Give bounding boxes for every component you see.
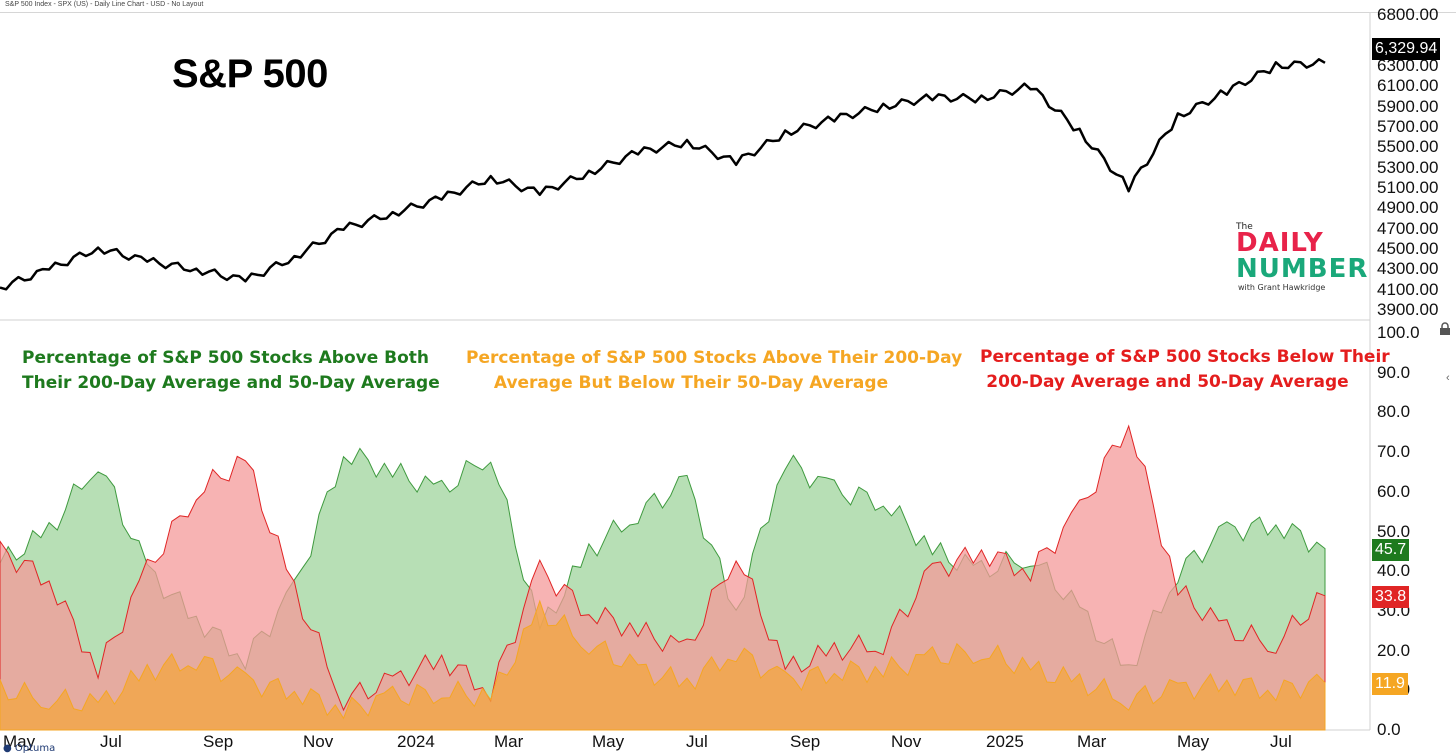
y-tick-label: 6800.00 [1377, 5, 1439, 24]
y-tick-label: 100.0 [1377, 323, 1420, 342]
below-both-badge: 33.8 [1372, 586, 1410, 608]
y-tick-label: 4300.00 [1377, 259, 1439, 279]
logo-number: NUMBER [1236, 254, 1369, 284]
between-badge: 11.9 [1372, 673, 1408, 695]
sp500-line-chart [0, 58, 1326, 291]
x-tick-label: Nov [303, 732, 334, 751]
y-tick-label: 60.0 [1377, 481, 1411, 501]
y-tick-label: 4100.00 [1377, 279, 1439, 299]
y-tick-label: 5700.00 [1377, 116, 1439, 136]
annotation-line: Their 200-Day Average and 50-Day Average [22, 373, 440, 393]
x-tick-label: 2025 [986, 732, 1024, 751]
logo-the: The [1236, 222, 1253, 232]
y-tick-label: 6100.00 [1377, 76, 1439, 96]
y-tick-label: 20.0 [1377, 640, 1411, 660]
x-tick-label: Jul [100, 732, 122, 751]
y-tick-label: 3900.00 [1377, 300, 1439, 319]
y-tick-label: 0.0 [1377, 720, 1401, 739]
x-tick-label: Nov [891, 732, 922, 751]
annotation-line: 200-Day Average and 50-Day Average [986, 372, 1349, 392]
chevron-left-icon[interactable]: ‹ [1446, 372, 1450, 384]
x-tick-label: May [1177, 732, 1210, 751]
x-tick-label: Jul [1270, 732, 1292, 751]
chart-header-strip: S&P 500 Index - SPX (US) - Daily Line Ch… [0, 0, 1456, 13]
above-both-badge: 45.7 [1372, 539, 1410, 561]
area-between [0, 599, 1326, 731]
annotation-line: Percentage of S&P 500 Stocks Below Their [980, 347, 1390, 367]
y-tick-label: 4500.00 [1377, 238, 1439, 258]
annotation-between: Percentage of S&P 500 Stocks Above Their… [466, 346, 963, 396]
annotation-above-both: Percentage of S&P 500 Stocks Above Both … [22, 346, 440, 396]
sp500-series-line [0, 58, 1326, 291]
x-tick-label: Sep [790, 732, 821, 751]
y-tick-label: 70.0 [1377, 442, 1411, 462]
y-tick-label: 90.0 [1377, 362, 1411, 382]
annotation-line: Percentage of S&P 500 Stocks Above Both [22, 348, 430, 368]
y-tick-label: 6300.00 [1377, 55, 1439, 75]
chart-caption: S&P 500 Index - SPX (US) - Daily Line Ch… [5, 1, 204, 8]
annotation-below-both: Percentage of S&P 500 Stocks Below Their… [980, 345, 1390, 395]
x-tick-label: May [592, 732, 625, 751]
logo-daily: DAILY [1236, 228, 1324, 258]
y-tick-label: 5900.00 [1377, 96, 1439, 116]
optuma-label: Optuma [14, 743, 56, 754]
x-tick-label: Mar [1077, 732, 1107, 751]
optuma-icon: ● [3, 743, 12, 754]
y-tick-label: 5500.00 [1377, 137, 1439, 157]
x-tick-label: Mar [494, 732, 524, 751]
y-tick-label: 50.0 [1377, 521, 1411, 541]
lock-icon[interactable] [1439, 322, 1451, 335]
daily-number-logo: The DAILY NUMBER with Grant Hawkridge [1236, 222, 1372, 294]
last-price-badge: 6,329.94 [1372, 38, 1441, 60]
x-tick-label: Sep [203, 732, 234, 751]
y-tick-label: 5300.00 [1377, 157, 1439, 177]
annotation-line: Percentage of S&P 500 Stocks Above Their… [466, 348, 963, 368]
y-tick-label: 40.0 [1377, 561, 1411, 581]
chart-title: S&P 500 [172, 52, 328, 96]
x-tick-label: Jul [686, 732, 708, 751]
annotation-line: Average But Below Their 50-Day Average [493, 373, 889, 393]
x-tick-label: May [3, 732, 36, 751]
logo-subtitle: with Grant Hawkridge [1238, 283, 1326, 292]
optuma-brand: ● Optuma [3, 743, 55, 754]
y-tick-label: 80.0 [1377, 402, 1411, 422]
y-tick-label: 4700.00 [1377, 218, 1439, 238]
y-tick-label: 5100.00 [1377, 177, 1439, 197]
y-tick-label: 4900.00 [1377, 198, 1439, 218]
x-tick-label: 2024 [397, 732, 435, 751]
breadth-area-chart [0, 424, 1326, 731]
